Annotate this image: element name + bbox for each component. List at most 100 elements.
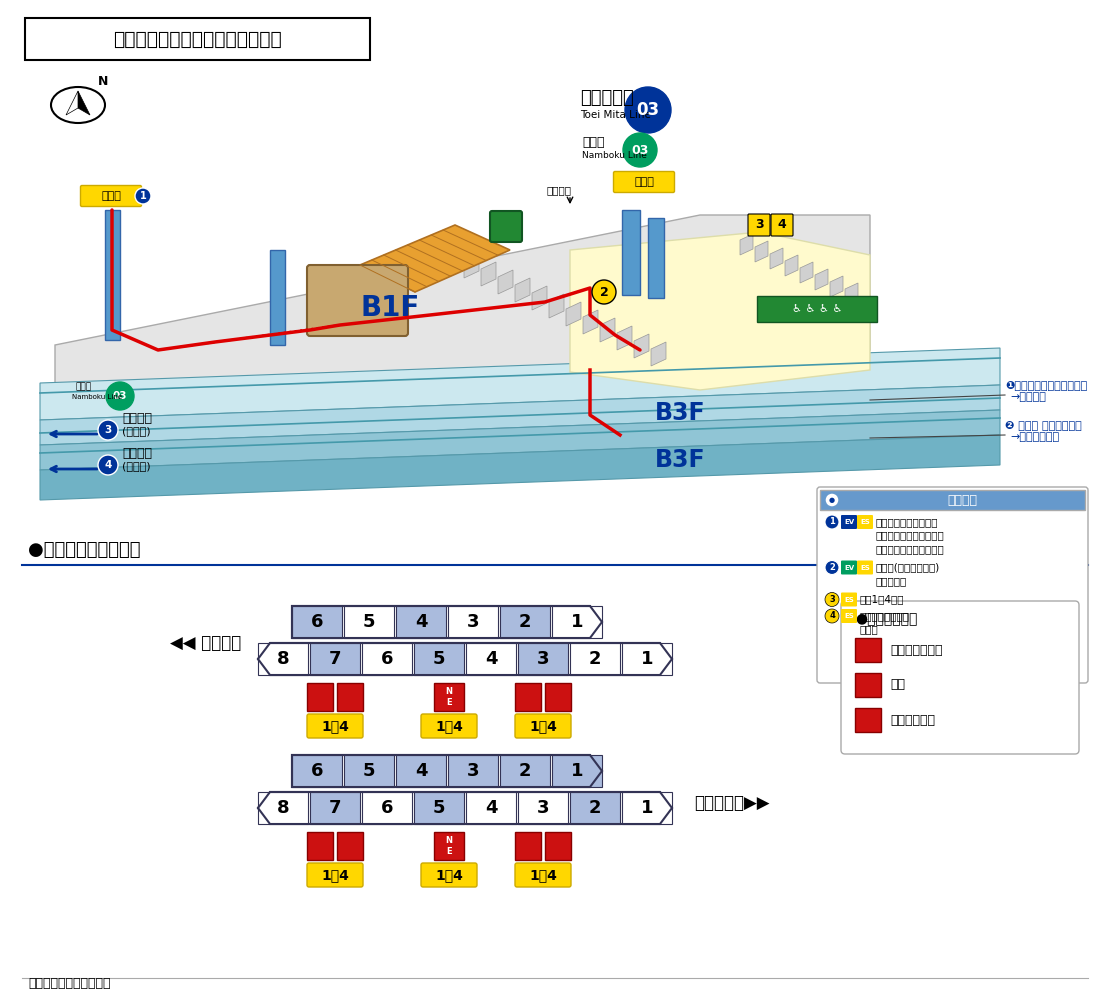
Polygon shape [40,385,1000,445]
Text: シェラトン都ホテル東京: シェラトン都ホテル東京 [875,531,944,541]
Polygon shape [360,225,509,292]
Text: EV: EV [844,519,854,525]
Text: 南北線: 南北線 [75,382,91,391]
FancyBboxPatch shape [515,863,571,887]
FancyBboxPatch shape [307,265,408,336]
Ellipse shape [51,87,105,123]
Text: 2: 2 [518,762,532,780]
Circle shape [623,133,657,167]
Text: Toei Mita Line: Toei Mita Line [581,110,650,120]
Text: 5: 5 [363,613,375,631]
Polygon shape [755,241,768,262]
Text: 03: 03 [636,101,659,119]
Text: 都営三田線白金高輪駅構内立体図: 都営三田線白金高輪駅構内立体図 [112,30,281,49]
Text: ♿ ♿ ♿ ♿: ♿ ♿ ♿ ♿ [791,304,842,314]
Polygon shape [466,643,516,675]
Polygon shape [515,278,529,302]
Bar [855,638,881,662]
Bar [820,490,1084,510]
Polygon shape [800,262,813,283]
Text: ●のりかえ・出口案内: ●のりかえ・出口案内 [28,541,141,559]
Text: 明治学院大学・高等学校: 明治学院大学・高等学校 [875,544,944,554]
Text: 白金1〜4丁目: 白金1〜4丁目 [860,595,905,605]
Polygon shape [500,606,549,638]
Text: ●: ● [829,497,835,503]
Bar [622,210,640,295]
Bar [545,832,571,860]
Text: 5: 5 [363,762,375,780]
Text: N: N [98,75,109,88]
Polygon shape [344,755,394,787]
Polygon shape [292,755,342,787]
Text: 2: 2 [588,650,602,668]
Polygon shape [258,643,672,675]
Bar [648,218,664,298]
Polygon shape [622,792,672,824]
Text: (白金台): (白金台) [122,461,151,471]
Bar [855,673,881,697]
Polygon shape [650,342,666,366]
FancyBboxPatch shape [490,211,522,242]
Text: 西高島平面▶▶: 西高島平面▶▶ [694,794,769,812]
Text: 2: 2 [599,285,608,299]
Text: 7: 7 [329,799,341,817]
Text: 目黒方面: 目黒方面 [122,412,152,425]
Polygon shape [258,643,307,675]
Circle shape [825,560,839,574]
Polygon shape [292,755,602,787]
Text: 1: 1 [571,613,583,631]
Text: 1～4: 1～4 [529,868,557,882]
Text: 地上へ: 地上へ [634,177,654,187]
Text: エレベーター: エレベーター [890,714,935,727]
Polygon shape [815,269,828,290]
FancyBboxPatch shape [81,185,141,207]
Polygon shape [78,91,90,115]
Bar [434,683,464,711]
Circle shape [625,87,672,133]
Text: 都営三田線: 都営三田線 [581,89,634,107]
FancyBboxPatch shape [857,560,872,574]
FancyBboxPatch shape [748,214,770,236]
Circle shape [825,592,839,607]
Polygon shape [430,238,445,262]
Text: 南北線: 南北線 [582,137,605,149]
Text: 階段: 階段 [890,678,905,691]
Text: ❶都営三田線西高島平方面: ❶都営三田線西高島平方面 [1005,380,1088,390]
Polygon shape [40,348,1000,420]
Bar [26,18,370,60]
Text: 1: 1 [829,518,835,527]
Polygon shape [770,248,783,269]
Bar [270,250,285,345]
Bar [337,683,363,711]
FancyBboxPatch shape [421,863,477,887]
FancyBboxPatch shape [307,714,363,738]
Polygon shape [571,232,870,390]
FancyBboxPatch shape [771,214,793,236]
Polygon shape [258,792,307,824]
Text: ES: ES [844,597,854,603]
Text: B3F: B3F [655,448,705,472]
Text: 5: 5 [433,799,445,817]
FancyBboxPatch shape [614,171,675,192]
Text: EV: EV [844,564,854,570]
Text: 2: 2 [518,613,532,631]
Text: 出口案内: 出口案内 [948,493,978,507]
Text: 03: 03 [113,391,128,401]
Text: 港区高輪地区総合支所: 港区高輪地区総合支所 [875,517,938,527]
Text: N
E: N E [445,837,453,855]
Text: 1～4: 1～4 [435,868,463,882]
Polygon shape [414,643,464,675]
Polygon shape [56,215,870,455]
Text: 白金アエルシティ: 白金アエルシティ [860,611,910,621]
Text: 1～4: 1～4 [321,868,349,882]
Polygon shape [310,792,360,824]
Text: 1: 1 [571,762,583,780]
Polygon shape [634,334,649,358]
Text: ES: ES [860,564,870,570]
Text: B3F: B3F [655,401,705,425]
Polygon shape [498,270,513,294]
Polygon shape [552,755,602,787]
Bar [105,210,120,340]
Polygon shape [414,792,464,824]
Polygon shape [447,246,462,270]
